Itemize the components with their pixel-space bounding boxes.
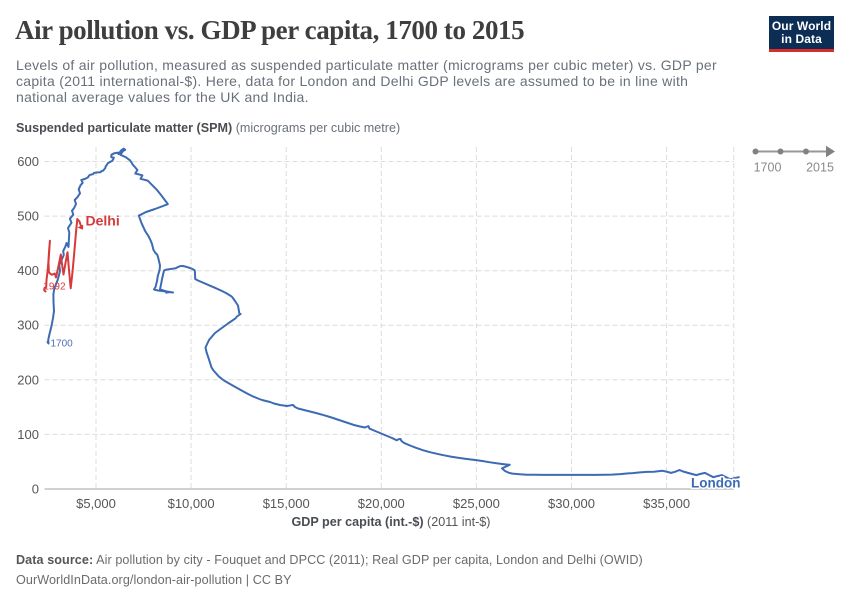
svg-text:1700: 1700	[754, 161, 782, 175]
svg-text:$35,000: $35,000	[643, 496, 690, 511]
svg-text:GDP per capita (int.-$) (2011: GDP per capita (int.-$) (2011 int-$)	[292, 515, 491, 529]
svg-text:500: 500	[17, 209, 39, 224]
svg-text:300: 300	[17, 318, 39, 333]
svg-text:100: 100	[17, 427, 39, 442]
svg-text:400: 400	[17, 263, 39, 278]
svg-text:600: 600	[17, 154, 39, 169]
svg-text:$5,000: $5,000	[76, 496, 116, 511]
svg-text:London: London	[691, 476, 740, 491]
svg-text:$25,000: $25,000	[453, 496, 500, 511]
svg-text:$20,000: $20,000	[358, 496, 405, 511]
svg-text:2015: 2015	[806, 161, 834, 175]
svg-text:$10,000: $10,000	[168, 496, 215, 511]
svg-text:1700: 1700	[51, 339, 74, 350]
svg-text:1992: 1992	[43, 282, 66, 293]
svg-text:200: 200	[17, 372, 39, 387]
svg-text:$30,000: $30,000	[548, 496, 595, 511]
svg-text:Delhi: Delhi	[86, 213, 120, 229]
svg-text:0: 0	[32, 482, 39, 497]
svg-text:$15,000: $15,000	[263, 496, 310, 511]
